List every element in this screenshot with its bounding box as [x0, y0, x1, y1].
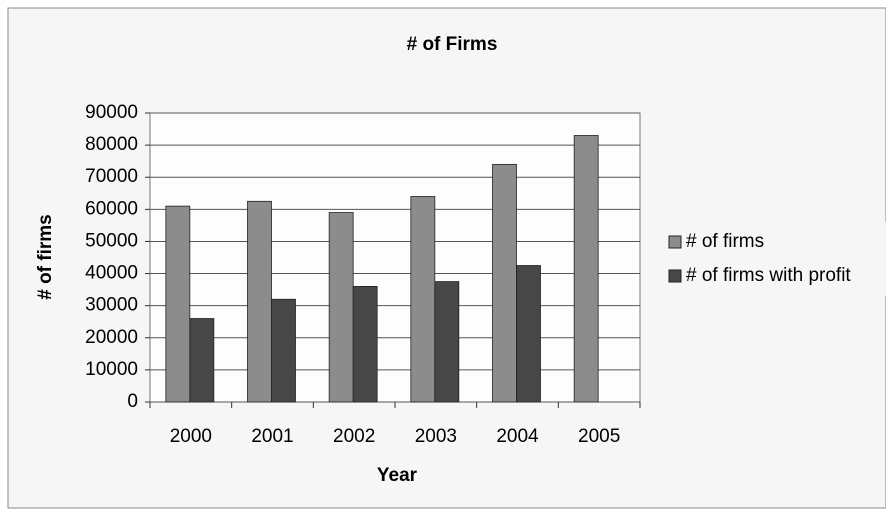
bar — [189, 318, 215, 403]
bar — [492, 163, 517, 403]
y-tick-label: 90000 — [85, 102, 138, 123]
x-axis-label: Year — [377, 465, 418, 486]
y-axis-label: # of firms — [35, 214, 56, 300]
chart-title: # of Firms — [407, 34, 498, 55]
legend-label: # of firms — [686, 231, 764, 252]
bar — [434, 281, 460, 403]
bar — [410, 196, 436, 403]
plot-area — [149, 112, 641, 403]
bar — [328, 212, 354, 403]
x-tick-label: 2003 — [415, 426, 457, 447]
legend-swatch — [668, 235, 682, 249]
y-tick-label: 70000 — [85, 166, 138, 187]
x-tick-label: 2004 — [496, 426, 539, 447]
legend — [658, 222, 886, 296]
x-tick-label: 2001 — [251, 426, 293, 447]
y-tick-label: 10000 — [85, 359, 138, 380]
bar — [352, 285, 378, 403]
bar — [573, 135, 599, 403]
bar — [516, 265, 541, 403]
y-tick-label: 30000 — [85, 295, 138, 316]
legend-label: # of firms with profit — [686, 265, 851, 286]
y-tick-label: 20000 — [85, 327, 138, 348]
bar — [271, 298, 296, 403]
x-tick-label: 2000 — [170, 426, 212, 447]
y-tick-label: 40000 — [85, 263, 138, 284]
bar — [247, 200, 272, 403]
x-tick-label: 2005 — [578, 426, 620, 447]
y-tick-label: 80000 — [85, 134, 138, 155]
y-tick-label: 0 — [127, 391, 138, 412]
x-tick-label: 2002 — [333, 426, 375, 447]
bar — [165, 205, 191, 403]
legend-swatch — [668, 269, 682, 283]
y-tick-label: 50000 — [85, 230, 138, 251]
y-tick-label: 60000 — [85, 198, 138, 219]
